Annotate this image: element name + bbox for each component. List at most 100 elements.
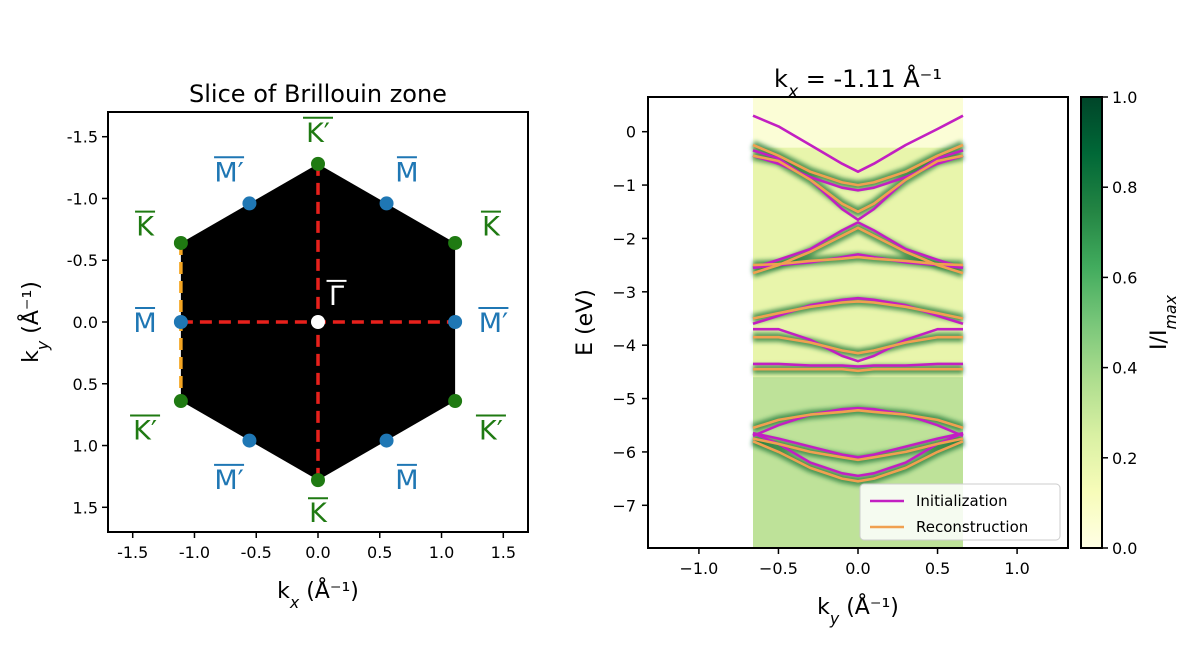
colorbar-tick-label: 0.4: [1112, 359, 1137, 378]
x-tick-label: 0.0: [845, 559, 870, 578]
right-plot-frame: [647, 96, 1069, 549]
initialization-band-line: [753, 327, 963, 363]
symmetry-label-text: M: [395, 465, 418, 496]
brillouin-zone-panel: Slice of Brillouin zone -1.5 -1.0 -0.5 0.0 0…: [17, 80, 529, 612]
right-y-axis-label: E (eV): [573, 289, 598, 356]
symmetry-label: K′: [130, 414, 161, 446]
symmetry-label-text: K: [136, 212, 155, 243]
band-series: [752, 114, 964, 483]
initialization-band-line: [752, 149, 964, 222]
K-top-point: [311, 156, 325, 171]
reconstruction-band-line: [753, 335, 963, 355]
y-tick-label: -0.5: [67, 251, 98, 270]
reconstruction-band-line: [752, 440, 964, 483]
symmetry-label: K′: [303, 116, 333, 149]
symmetry-label: M′: [214, 463, 245, 496]
K-upper-left-point: [173, 235, 188, 250]
symmetry-label: K′: [475, 414, 506, 446]
legend-box: [859, 483, 1061, 541]
y-tick-label: −7: [612, 496, 636, 515]
reconstruction-series: [752, 143, 964, 483]
reconstruction-band-line: [752, 154, 964, 214]
left-plot-frame: [107, 111, 529, 533]
gamma-point: [311, 315, 325, 329]
M-right-point: [448, 315, 463, 329]
symmetry-label: M: [133, 307, 157, 339]
symmetry-label: K: [135, 210, 155, 243]
symmetry-label-text: M′: [214, 157, 243, 188]
K-lower-left-point: [173, 394, 188, 409]
K-upper-right-point: [448, 235, 463, 250]
reconstruction-band-line: [752, 437, 964, 462]
x-tick-label: 0.5: [925, 559, 950, 578]
left-x-axis-label: kx (Å⁻¹): [277, 577, 359, 612]
K-lower-right-point: [448, 394, 463, 409]
symmetry-label: M′: [214, 156, 245, 188]
heatmap-top-region: [753, 97, 963, 148]
x-tick-label: -0.5: [241, 543, 272, 562]
M-lower-left-point: [242, 433, 257, 448]
x-tick-label: 1.0: [1004, 559, 1029, 578]
initialization-band-line: [753, 362, 963, 368]
x-tick-label: -1.0: [179, 543, 210, 562]
K-bottom-point: [311, 473, 325, 488]
symmetry-points: [173, 156, 463, 488]
x-tick-label: 1.5: [491, 543, 516, 562]
symmetry-label-text: K′: [306, 118, 330, 149]
initialization-band-line: [752, 431, 964, 459]
legend-label: Reconstruction: [916, 518, 1028, 536]
symmetry-label-text: M: [395, 157, 418, 188]
left-y-axis-label: ky (Å⁻¹): [17, 281, 52, 363]
reconstruction-band-line: [752, 409, 964, 430]
colorbar-tick-label: 0.2: [1112, 449, 1137, 468]
symmetry-label-text: M′: [214, 465, 243, 496]
colorbar-tick-label: 0.0: [1112, 539, 1137, 558]
M-left-point: [173, 315, 188, 329]
M-upper-right-point: [379, 196, 394, 211]
symmetry-point-labels: K′ K K K K′ K′ M′ M M M′ M′ M Γ: [130, 116, 509, 529]
colorbar-tick-label: 0.6: [1112, 268, 1137, 287]
x-tick-label: 1.0: [429, 543, 454, 562]
initialization-band-line: [752, 221, 964, 270]
y-tick-label: −2: [612, 229, 636, 248]
symmetry-label-text: K: [309, 498, 328, 529]
symmetry-label: Γ: [326, 279, 347, 312]
initialization-band-line: [752, 114, 964, 173]
colorbar-ticks: 0.0 0.2 0.4 0.6 0.8 1.0: [1102, 88, 1137, 558]
chart-title-right: kx = -1.11 Å⁻¹: [774, 64, 942, 102]
y-tick-label: 0: [626, 123, 636, 142]
x-tick-label: −1.0: [679, 559, 718, 578]
reconstruction-band-line: [753, 367, 963, 373]
left-axis-ticks: -1.5 -1.0 -0.5 0.0 0.5 1.0 1.5 -1.5 -1.0 -0.5 0.0 0…: [67, 128, 516, 562]
x-tick-label: 0.5: [367, 543, 392, 562]
initialization-band-line: [752, 406, 964, 438]
colorbar: 0.0 0.2 0.4 0.6 0.8 1.0 I/Imax: [1080, 88, 1180, 558]
symmetry-label: M′: [478, 307, 509, 339]
reconstruction-band-line: [752, 226, 964, 275]
symmetry-label: K: [308, 497, 328, 529]
colorbar-label: I/Imax: [1147, 294, 1180, 350]
symmetry-label-text: K′: [479, 415, 503, 446]
M-lower-right-point: [379, 433, 394, 448]
symmetry-label: M: [395, 463, 419, 496]
colorbar-tick-label: 0.8: [1112, 178, 1137, 197]
y-tick-label: 1.0: [73, 437, 98, 456]
reconstruction-band-line: [752, 255, 964, 267]
colorbar-gradient: [1080, 96, 1103, 549]
y-tick-label: −6: [612, 443, 636, 462]
symmetry-label: K: [480, 210, 501, 243]
initialization-band-line: [752, 432, 964, 478]
y-tick-label: −1: [612, 176, 636, 195]
y-tick-label: 0.5: [73, 375, 98, 394]
band-structure-panel: kx = -1.11 Å⁻¹ −1.0 −0.5 0.0 0.5 1.0 0 −1 −2 −3 −…: [573, 64, 1069, 628]
M-upper-left-point: [242, 196, 257, 211]
reconstruction-band-line: [752, 300, 964, 320]
x-tick-label: −0.5: [759, 559, 798, 578]
symmetry-label-text: Γ: [329, 281, 344, 312]
legend: Initialization Reconstruction: [859, 483, 1061, 541]
legend-label: Initialization: [916, 492, 1007, 510]
symmetry-label: M: [395, 156, 419, 188]
x-tick-label: -1.5: [117, 543, 148, 562]
reconstruction-band-line: [752, 143, 964, 187]
